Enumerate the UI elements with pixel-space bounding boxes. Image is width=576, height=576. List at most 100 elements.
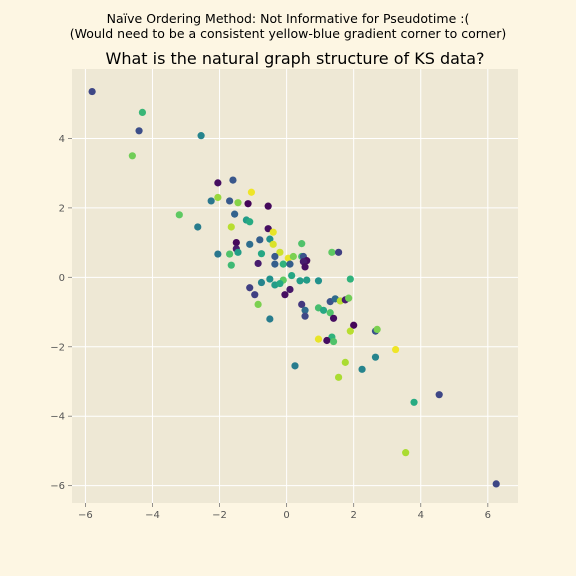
scatter-point: [329, 337, 338, 346]
scatter-point: [301, 312, 309, 320]
scatter-point: [269, 240, 277, 248]
scatter-point: [323, 336, 331, 345]
scatter-point: [264, 202, 272, 210]
scatter-point: [346, 275, 354, 283]
scatter-point: [410, 398, 418, 406]
scatter-point: [246, 240, 254, 248]
scatter-point: [256, 236, 264, 244]
scatter-point: [197, 132, 205, 140]
scatter-point: [214, 179, 222, 187]
scatter-point: [350, 321, 358, 329]
scatter-point: [207, 197, 215, 205]
scatter-point: [135, 127, 143, 135]
scatter-point: [358, 365, 366, 373]
x-tick-label: 2: [350, 510, 356, 521]
scatter-point: [138, 108, 147, 116]
scatter-point: [244, 200, 252, 208]
y-tick-label: −2: [50, 342, 65, 353]
chart-title: What is the natural graph structure of K…: [106, 49, 485, 68]
scatter-point: [266, 235, 274, 243]
scatter-point: [298, 240, 306, 248]
scatter-point: [251, 291, 259, 299]
scatter-point: [88, 87, 96, 96]
scatter-point: [392, 345, 400, 354]
scatter-point: [234, 199, 242, 207]
scatter-point: [271, 260, 279, 268]
scatter-point: [214, 250, 222, 258]
scatter-point: [345, 294, 353, 302]
scatter-point: [279, 260, 287, 268]
scatter-point: [227, 261, 235, 269]
scatter-point: [301, 306, 309, 314]
y-tick-label: 4: [59, 134, 65, 145]
scatter-point: [246, 284, 254, 292]
scatter-point: [226, 197, 234, 205]
scatter-point: [257, 250, 266, 258]
scatter-point: [227, 223, 235, 231]
scatter-point: [288, 271, 296, 280]
scatter-point: [289, 252, 297, 261]
scatter-point: [296, 277, 304, 285]
scatter-point: [254, 259, 262, 268]
scatter-point: [266, 315, 274, 323]
scatter-point: [264, 225, 272, 233]
scatter-point: [346, 327, 354, 335]
scatter-point: [246, 218, 254, 226]
scatter-point: [314, 277, 323, 285]
scatter-point: [492, 480, 500, 488]
scatter-point: [319, 306, 328, 314]
scatter-point: [341, 358, 349, 366]
scatter-point: [257, 278, 266, 287]
scatter-point: [334, 248, 343, 256]
scatter-point: [234, 248, 242, 256]
x-tick-label: 6: [485, 510, 491, 521]
suptitle-line-1: Naïve Ordering Method: Not Informative f…: [107, 11, 470, 26]
x-tick-label: −2: [212, 510, 227, 521]
scatter-point: [402, 449, 410, 457]
plot-area: [72, 69, 518, 503]
x-tick-label: 0: [283, 510, 289, 521]
x-tick-label: −6: [78, 510, 93, 521]
scatter-point: [286, 260, 294, 268]
scatter-point: [266, 275, 274, 283]
scatter-points: [88, 87, 500, 488]
scatter-point: [371, 353, 380, 361]
scatter-point: [229, 176, 237, 184]
scatter-point: [231, 210, 239, 218]
scatter-point: [303, 276, 311, 284]
y-tick-label: 2: [59, 203, 65, 214]
scatter-point: [291, 362, 299, 370]
scatter-point: [328, 248, 336, 256]
scatter-point: [281, 291, 289, 299]
scatter-point: [128, 152, 136, 160]
scatter-point: [194, 223, 202, 231]
scatter-point: [334, 373, 343, 381]
scatter-point: [214, 193, 222, 202]
scatter-point: [175, 211, 183, 219]
scatter-point: [269, 228, 277, 236]
scatter-point: [254, 300, 262, 309]
axis-ticks: −6 −4 −2 0 2 4 6 −6 −4 −2 0 2 4: [50, 134, 491, 521]
scatter-point: [271, 252, 279, 261]
scatter-point: [247, 188, 256, 196]
suptitle-line-2: (Would need to be a consistent yellow-bl…: [70, 26, 507, 41]
scatter-point: [298, 300, 306, 309]
x-tick-label: −4: [145, 510, 160, 521]
y-tick-label: −4: [50, 412, 65, 423]
scatter-point: [301, 263, 309, 271]
scatter-point: [329, 314, 338, 322]
scatter-point: [232, 239, 240, 247]
scatter-point: [276, 248, 284, 256]
scatter-point: [286, 285, 294, 294]
scatter-point: [226, 250, 234, 258]
x-tick-label: 4: [418, 510, 424, 521]
grid: [72, 69, 518, 503]
y-tick-label: 0: [59, 273, 65, 284]
scatter-point: [373, 325, 381, 333]
scatter-point: [326, 309, 334, 317]
scatter-point: [435, 391, 443, 399]
scatter-point: [276, 279, 284, 288]
scatter-point: [314, 335, 323, 343]
y-tick-label: −6: [50, 481, 65, 492]
